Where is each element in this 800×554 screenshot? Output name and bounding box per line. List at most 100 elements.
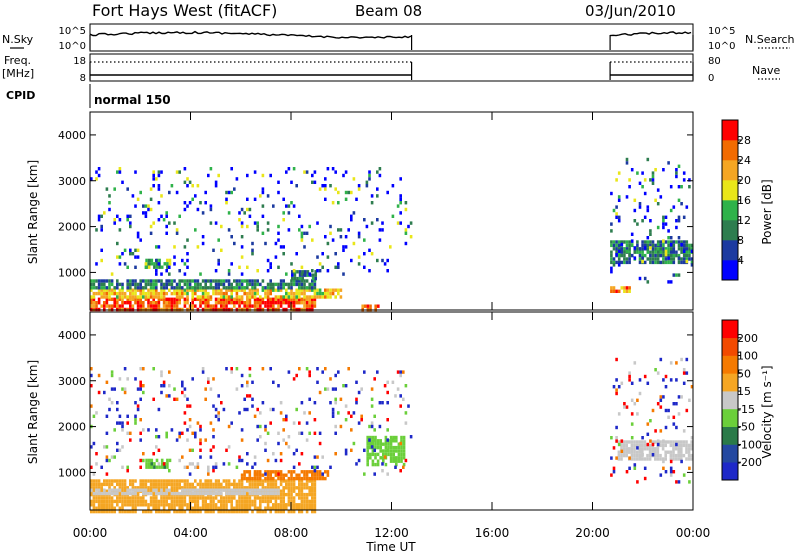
heatmap-cell: [321, 472, 324, 476]
heatmap-cell: [300, 272, 304, 276]
heatmap-cell: [240, 384, 244, 388]
heatmap-cell: [269, 476, 272, 481]
colorbar-swatch: [722, 355, 738, 374]
heatmap-cell: [201, 295, 205, 299]
heatmap-cell: [662, 378, 665, 382]
heatmap-cell: [402, 465, 405, 469]
heatmap-cell: [610, 257, 613, 261]
heatmap-cell: [396, 387, 400, 391]
heatmap-cell: [121, 503, 124, 507]
heatmap-cell: [209, 304, 213, 308]
heatmap-cell: [669, 253, 673, 258]
heatmap-cell: [664, 215, 668, 219]
heatmap-cell: [659, 395, 663, 399]
heatmap-cell: [118, 228, 122, 232]
heatmap-cell: [303, 486, 306, 490]
heatmap-cell: [196, 509, 200, 514]
heatmap-cell: [326, 473, 330, 477]
heatmap-cell: [147, 301, 150, 305]
heatmap-cell: [318, 295, 322, 299]
heatmap-cell: [147, 509, 150, 514]
heatmap-cell: [90, 488, 93, 492]
heatmap-cell: [183, 262, 187, 266]
heatmap-cell: [253, 470, 257, 474]
heatmap-cell: [194, 279, 197, 283]
heatmap-cell: [227, 288, 231, 292]
heatmap-cell: [196, 482, 200, 487]
heatmap-cell: [368, 424, 371, 429]
heatmap-cell: [285, 297, 288, 301]
heatmap-cell: [615, 425, 618, 430]
heatmap-cell: [274, 458, 278, 463]
heatmap-cell: [110, 491, 114, 496]
heatmap-cell: [207, 491, 210, 496]
heatmap-cell: [646, 453, 649, 458]
heatmap-cell: [118, 414, 122, 418]
heatmap-cell: [682, 257, 686, 261]
heatmap-cell: [610, 266, 613, 270]
heatmap-cell: [669, 473, 673, 477]
heatmap-cell: [374, 462, 377, 467]
heatmap-cell: [251, 488, 254, 492]
heatmap-cell: [259, 435, 262, 439]
heatmap-cell: [334, 397, 337, 401]
heatmap-cell: [643, 374, 647, 379]
heatmap-cell: [240, 496, 244, 500]
heatmap-cell: [110, 291, 114, 296]
heatmap-cell: [617, 289, 621, 293]
heatmap-cell: [199, 479, 202, 483]
heatmap-cell: [196, 491, 200, 496]
heatmap-cell: [376, 258, 379, 263]
heatmap-cell: [633, 402, 637, 406]
heatmap-cell: [643, 246, 647, 250]
heatmap-cell: [105, 496, 109, 500]
heatmap-cell: [235, 301, 239, 305]
heatmap-cell: [253, 482, 257, 487]
heatmap-cell: [376, 187, 379, 191]
heatmap-cell: [266, 503, 270, 507]
heatmap-cell: [188, 486, 192, 490]
heatmap-cell: [136, 295, 140, 299]
heatmap-cell: [142, 486, 145, 490]
heatmap-cell: [225, 499, 228, 504]
heatmap-cell: [269, 282, 272, 287]
heatmap-cell: [97, 167, 101, 171]
heatmap-cell: [659, 250, 663, 254]
heatmap-cell: [646, 432, 650, 436]
heatmap-cell: [134, 291, 137, 296]
heatmap-cell: [209, 295, 213, 299]
heatmap-cell: [266, 297, 270, 301]
heatmap-cell: [256, 407, 259, 412]
heatmap-cell: [370, 221, 374, 225]
heatmap-cell: [147, 462, 151, 466]
heatmap-cell: [279, 304, 283, 308]
heatmap-cell: [669, 378, 673, 382]
heatmap-cell: [685, 357, 689, 362]
heatmap-cell: [238, 482, 241, 487]
heatmap-cell: [183, 486, 187, 490]
heatmap-cell: [243, 407, 246, 412]
heatmap-cell: [233, 491, 236, 496]
heatmap-cell: [246, 492, 249, 497]
heatmap-cell: [142, 491, 145, 496]
heatmap-cell: [389, 459, 393, 463]
heatmap-cell: [178, 506, 181, 510]
heatmap-cell: [384, 449, 388, 453]
heatmap-cell: [162, 297, 166, 301]
heatmap-cell: [142, 291, 145, 296]
heatmap-cell: [243, 503, 246, 507]
heatmap-cell: [178, 282, 181, 287]
nave-label: Nave: [752, 64, 780, 77]
heatmap-cell: [123, 499, 127, 504]
heatmap-cell: [201, 286, 205, 290]
heatmap-cell: [168, 288, 171, 292]
heatmap-cell: [266, 476, 270, 481]
heatmap-cell: [311, 288, 314, 292]
heatmap-cell: [266, 499, 270, 504]
heatmap-cell: [313, 492, 317, 497]
heatmap-cell: [392, 456, 395, 460]
heatmap-cell: [207, 377, 210, 381]
heatmap-cell: [160, 509, 163, 514]
heatmap-cell: [305, 301, 309, 305]
